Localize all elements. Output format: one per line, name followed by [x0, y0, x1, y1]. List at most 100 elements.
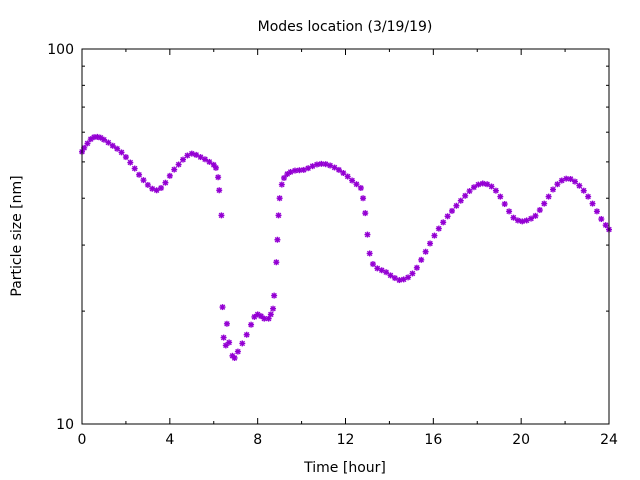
data-point	[327, 162, 334, 169]
data-point	[271, 292, 278, 299]
data-point	[223, 320, 230, 327]
data-point	[278, 181, 285, 188]
data-point	[105, 139, 112, 146]
data-point	[466, 188, 473, 195]
data-point	[212, 164, 219, 171]
data-point	[201, 156, 208, 163]
data-point	[362, 210, 369, 217]
data-point	[340, 170, 347, 177]
data-point	[281, 174, 288, 181]
y-tick-label: 100	[47, 42, 74, 58]
data-point	[231, 354, 238, 361]
data-point	[206, 158, 213, 165]
data-point	[175, 161, 182, 168]
data-point	[291, 167, 298, 174]
data-point	[479, 180, 486, 187]
data-point	[470, 184, 477, 191]
plot-frame	[81, 48, 610, 425]
data-point	[273, 259, 280, 266]
x-tick-label: 24	[600, 432, 618, 448]
data-point	[162, 179, 169, 186]
data-point	[122, 154, 129, 161]
data-point	[166, 172, 173, 179]
data-point	[114, 145, 121, 152]
data-point	[239, 340, 246, 347]
data-point	[413, 264, 420, 271]
data-point	[335, 166, 342, 173]
x-tick-label: 4	[165, 432, 174, 448]
data-point	[571, 178, 578, 185]
data-point	[353, 181, 360, 188]
data-point	[127, 159, 134, 166]
data-point	[383, 269, 390, 276]
data-point	[567, 176, 574, 183]
data-point	[153, 187, 160, 194]
data-point	[593, 208, 600, 215]
x-tick-label: 12	[337, 432, 355, 448]
data-point	[140, 177, 147, 184]
data-point	[435, 225, 442, 232]
data-point	[554, 181, 561, 188]
data-point	[180, 156, 187, 163]
data-points	[79, 133, 612, 361]
data-point	[366, 250, 373, 257]
data-point	[131, 165, 138, 172]
data-point	[585, 193, 592, 200]
data-point	[275, 212, 282, 219]
data-point	[274, 236, 281, 243]
data-point	[197, 154, 204, 161]
data-point	[158, 184, 165, 191]
data-point	[532, 212, 539, 219]
data-point	[84, 140, 91, 147]
data-point	[219, 304, 226, 311]
data-point	[501, 201, 508, 208]
data-point	[276, 195, 283, 202]
data-point	[344, 173, 351, 180]
data-point	[497, 193, 504, 200]
data-point	[171, 166, 178, 173]
data-point	[431, 232, 438, 239]
data-point	[514, 217, 521, 224]
data-point	[589, 200, 596, 207]
data-point	[248, 321, 255, 328]
y-tick-label: 10	[56, 417, 74, 433]
data-point	[492, 187, 499, 194]
data-point	[519, 218, 526, 225]
data-point	[405, 274, 412, 281]
data-point	[243, 331, 250, 338]
data-point	[218, 212, 225, 219]
data-point	[188, 150, 195, 157]
data-point	[444, 213, 451, 220]
data-point	[484, 181, 491, 188]
data-point	[422, 248, 429, 255]
data-point	[331, 164, 338, 171]
data-point	[510, 214, 517, 221]
data-point	[528, 215, 535, 222]
data-point	[488, 183, 495, 190]
data-point	[580, 187, 587, 194]
data-point	[109, 142, 116, 149]
data-point	[364, 231, 371, 238]
data-point	[541, 200, 548, 207]
data-point	[427, 240, 434, 247]
data-point	[387, 272, 394, 279]
x-tick-label: 0	[78, 432, 87, 448]
data-point	[81, 144, 88, 151]
data-point	[267, 311, 274, 318]
data-point	[210, 161, 217, 168]
data-point	[440, 219, 447, 226]
data-point	[602, 222, 609, 229]
x-tick-label: 16	[424, 432, 442, 448]
data-point	[215, 174, 222, 181]
data-point	[349, 177, 356, 184]
x-tick-label: 20	[512, 432, 530, 448]
data-point	[220, 334, 227, 341]
data-point	[100, 136, 107, 143]
data-point	[550, 186, 557, 193]
data-point	[136, 171, 143, 178]
data-point	[360, 195, 367, 202]
data-point	[144, 181, 151, 188]
data-point	[475, 181, 482, 188]
data-point	[357, 184, 364, 191]
